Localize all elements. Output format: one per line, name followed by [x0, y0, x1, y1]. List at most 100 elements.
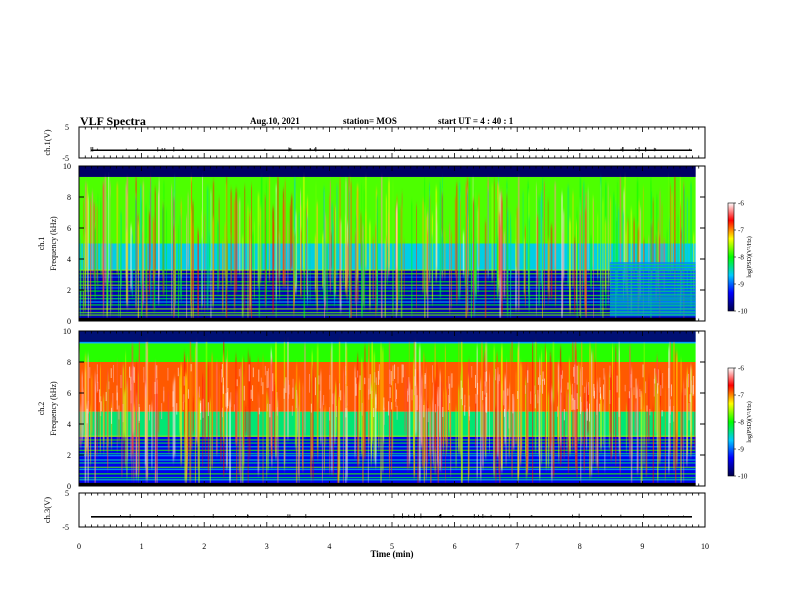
- sferic-streak: [455, 407, 457, 467]
- speckle: [461, 387, 463, 406]
- speckle: [375, 397, 377, 405]
- sferic-streak: [221, 241, 224, 311]
- sferic-streak: [334, 207, 337, 295]
- sferic-streak: [671, 192, 673, 271]
- speckle: [396, 405, 398, 420]
- sferic-streak: [607, 223, 610, 283]
- sferic-streak: [673, 341, 675, 470]
- narrowband-line: [79, 459, 696, 461]
- speckle: [267, 403, 269, 412]
- sferic-streak: [554, 183, 557, 270]
- colorbar: [727, 202, 735, 312]
- y-tick-label: 10: [63, 327, 71, 336]
- sferic-streak: [345, 346, 348, 461]
- sferic-streak: [457, 387, 460, 452]
- sferic-streak: [472, 198, 475, 313]
- sferic-streak: [426, 230, 429, 289]
- sferic-streak: [124, 390, 126, 437]
- sferic-streak: [277, 400, 279, 483]
- speckle: [599, 387, 601, 399]
- sferic-streak: [140, 185, 142, 285]
- top-strip: [79, 166, 696, 177]
- ch1-spectrogram-panel: 0 2 4 6 8 10 ch.1 Frequency (kHz): [37, 162, 706, 326]
- sferic-streak: [343, 393, 345, 439]
- sferic-streak: [544, 345, 546, 454]
- narrowband-line: [79, 308, 696, 310]
- speckle: [670, 399, 672, 415]
- sferic-streak: [249, 210, 251, 304]
- sferic-streak: [654, 375, 657, 435]
- colorbar-label: log(PSD)(V²/Hz): [746, 401, 753, 442]
- sferic-streak: [574, 363, 577, 452]
- y-tick-label: 8: [67, 358, 71, 367]
- sferic-streak: [138, 354, 140, 451]
- sferic-streak: [177, 226, 180, 320]
- sferic-streak: [477, 209, 479, 291]
- speckle: [586, 408, 588, 421]
- sferic-streak: [458, 182, 461, 299]
- sferic-streak: [326, 242, 328, 312]
- speckle: [111, 407, 113, 424]
- sferic-streaks: [79, 337, 696, 486]
- speckle: [276, 407, 278, 416]
- sferic-streak: [296, 394, 298, 434]
- speckle: [250, 389, 252, 399]
- speckle: [407, 390, 409, 402]
- sferic-streak: [422, 199, 424, 292]
- sferic-streak: [681, 228, 683, 295]
- sferic-streak: [82, 390, 84, 437]
- sferic-streak: [172, 383, 175, 461]
- sferic-streak: [154, 188, 156, 273]
- sferic-streak: [666, 230, 668, 275]
- sferic-streak: [342, 369, 344, 484]
- y-tick-label: 8: [67, 193, 71, 202]
- speckle: [314, 377, 316, 396]
- speckle: [172, 391, 174, 407]
- sferic-streak: [235, 190, 238, 292]
- y-tick-label: 10: [63, 162, 71, 171]
- sferic-streak: [504, 376, 507, 444]
- sferic-streak: [118, 404, 120, 440]
- sferic-streak: [669, 184, 671, 274]
- x-tick-label: 7: [515, 542, 519, 551]
- speckle: [368, 378, 370, 395]
- sferic-streak: [345, 242, 348, 294]
- sferic-streak: [468, 387, 470, 477]
- speckle: [86, 408, 88, 424]
- speckle: [323, 394, 325, 406]
- sferic-streak: [459, 198, 461, 291]
- speckle: [628, 391, 630, 399]
- sferic-streak: [520, 407, 522, 465]
- sferic-streak: [244, 407, 247, 435]
- sferic-streak: [515, 216, 517, 268]
- sferic-streak: [145, 206, 147, 290]
- sferic-streak: [522, 192, 524, 272]
- sferic-streak: [660, 372, 662, 454]
- sferic-streak: [110, 193, 112, 311]
- speckle: [236, 379, 238, 387]
- speckle: [112, 393, 114, 412]
- speckle: [200, 400, 202, 420]
- sferic-streak: [376, 194, 378, 305]
- speckle: [537, 389, 539, 404]
- sferic-streak: [316, 345, 319, 448]
- sferic-streak: [617, 371, 619, 434]
- chart-title: VLF Spectra: [80, 114, 146, 128]
- sferic-streak: [277, 401, 278, 438]
- sferic-streak: [282, 202, 285, 286]
- speckle: [357, 370, 359, 378]
- narrowband-line: [79, 290, 696, 292]
- sferic-streak: [294, 231, 296, 286]
- sferic-streak: [204, 215, 206, 310]
- sferic-streak: [314, 236, 317, 292]
- speckle: [434, 404, 436, 413]
- sferic-streak: [362, 380, 364, 483]
- speckle: [560, 374, 562, 393]
- speckle: [355, 383, 357, 396]
- sferic-streak: [373, 353, 376, 461]
- sferic-streak: [493, 180, 495, 303]
- sferic-streak: [664, 387, 666, 479]
- speckle: [419, 365, 421, 378]
- sferic-streak: [503, 232, 506, 297]
- sferic-streak: [227, 350, 228, 468]
